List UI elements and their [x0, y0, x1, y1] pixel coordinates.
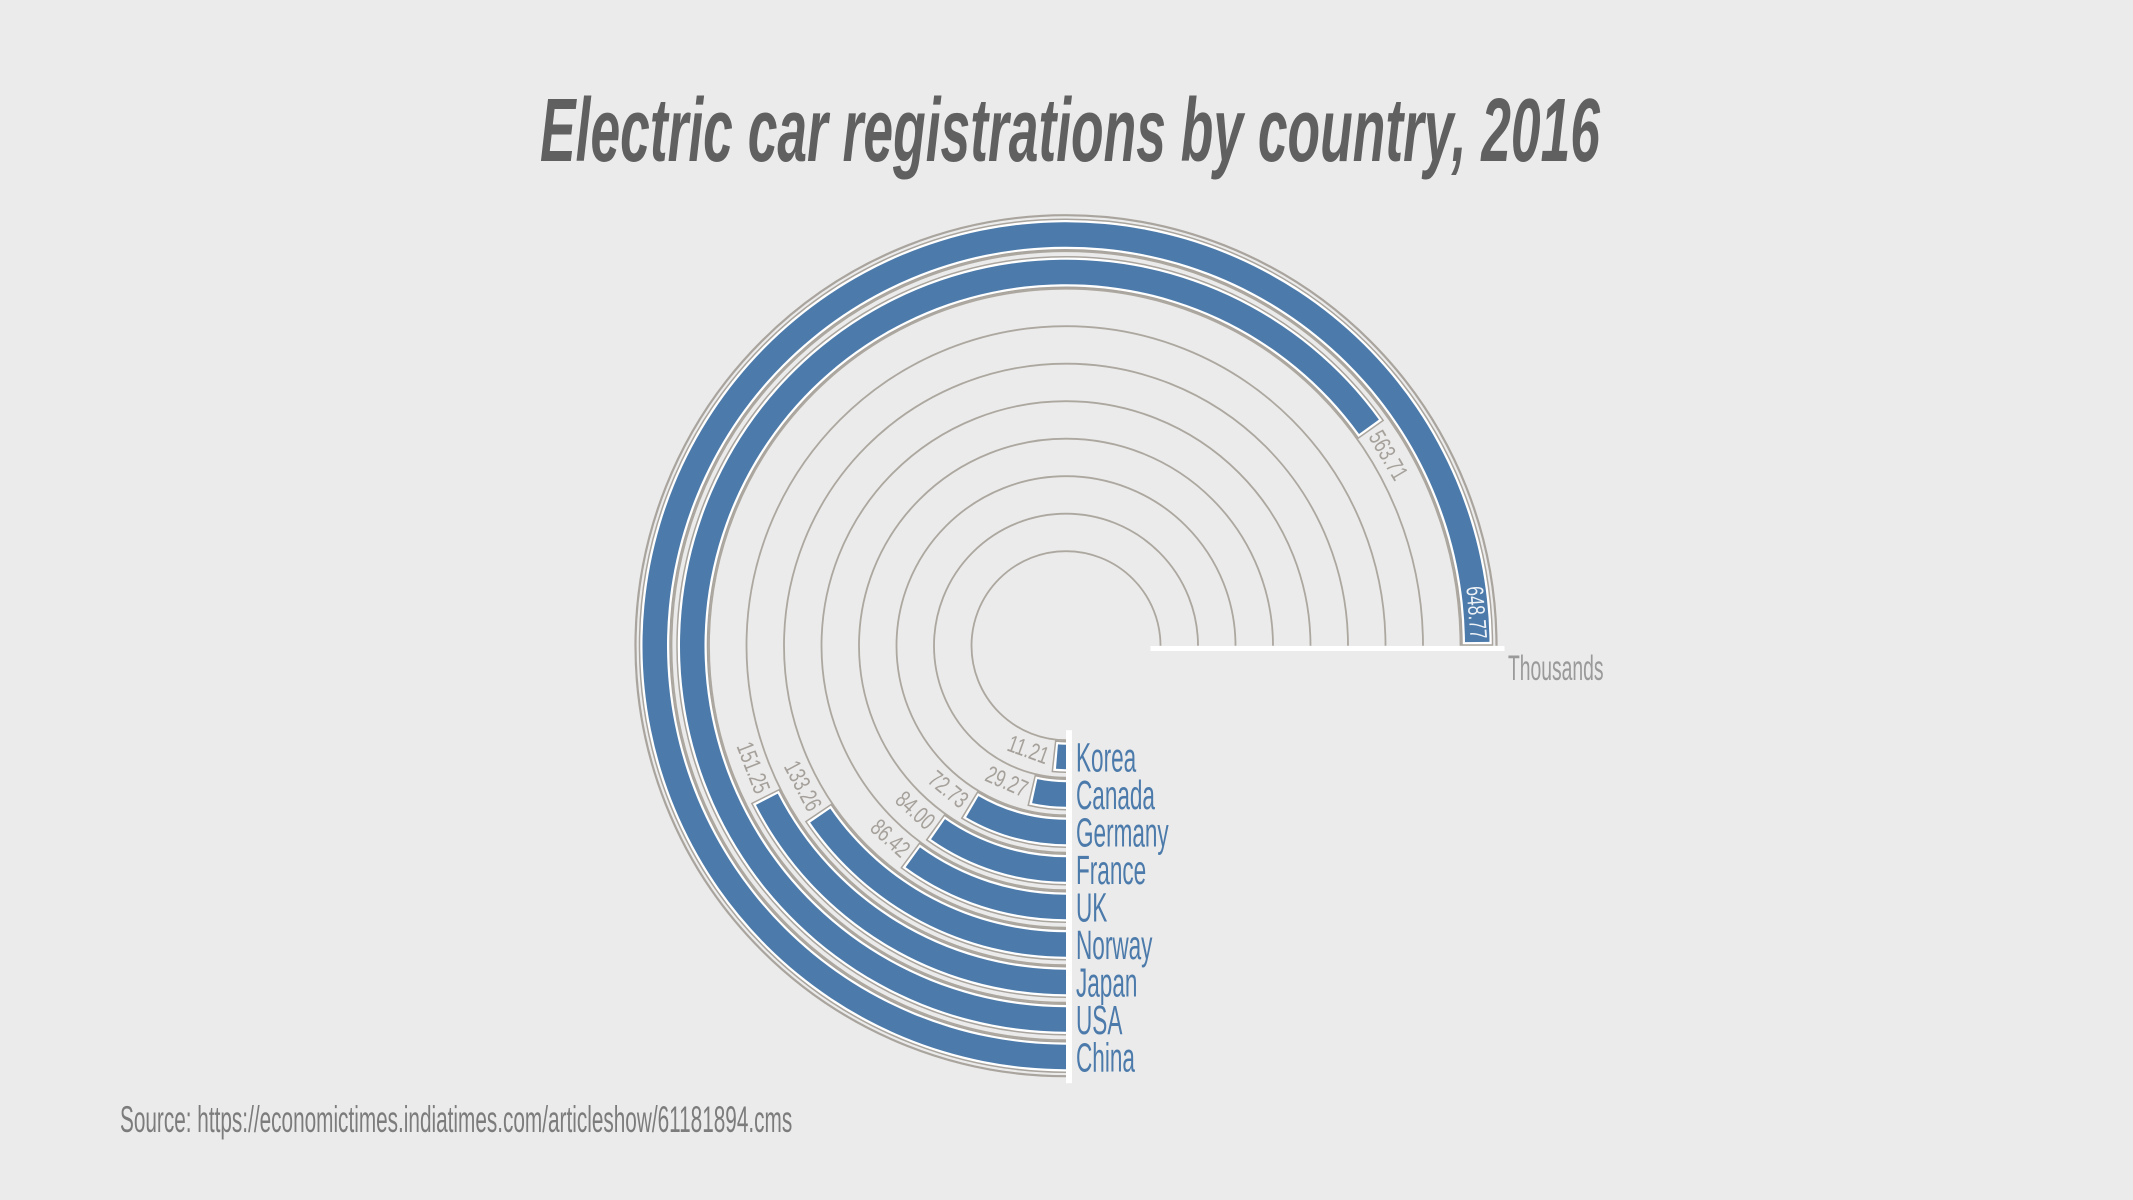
svg-text:USA: USA: [1076, 998, 1122, 1044]
svg-text:UK: UK: [1076, 885, 1107, 931]
svg-text:Canada: Canada: [1076, 773, 1155, 819]
svg-text:Norway: Norway: [1076, 923, 1153, 969]
svg-text:Japan: Japan: [1076, 960, 1137, 1006]
svg-text:Korea: Korea: [1076, 735, 1137, 781]
svg-text:648.77: 648.77: [1461, 585, 1492, 640]
svg-text:Germany: Germany: [1076, 810, 1169, 856]
svg-text:China: China: [1076, 1035, 1135, 1081]
svg-text:France: France: [1076, 848, 1146, 894]
svg-text:Thousands: Thousands: [1508, 648, 1604, 688]
